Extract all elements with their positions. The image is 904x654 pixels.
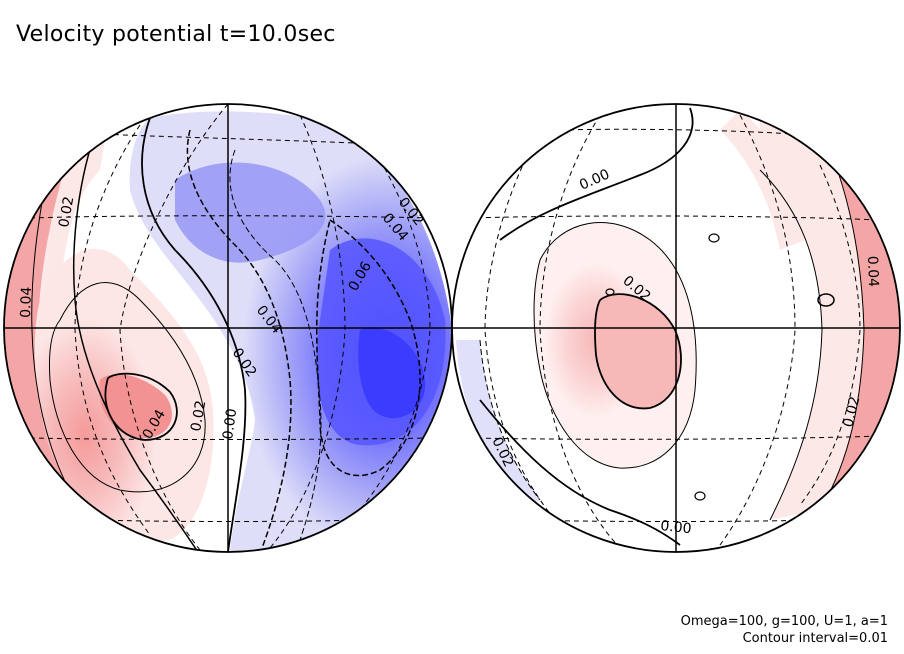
contour-label: 0.02 [188,399,209,432]
contour-label: 0.04 [18,286,35,318]
contour-label: 0.04 [864,256,881,288]
contour-label: 0.00 [220,407,240,440]
contour-label: 0.00 [660,518,693,537]
left-hemisphere [3,103,453,553]
contour-label: 0.02 [56,195,77,228]
right-hemisphere-outline [451,103,901,553]
right-hemisphere [451,103,901,553]
contour-label: 0.02 [840,395,863,429]
parameters-note: Omega=100, g=100, U=1, a=1 [680,614,888,629]
contour-interval-note: Contour interval=0.01 [742,631,888,646]
figure-title: Velocity potential t=10.0sec [16,22,336,47]
